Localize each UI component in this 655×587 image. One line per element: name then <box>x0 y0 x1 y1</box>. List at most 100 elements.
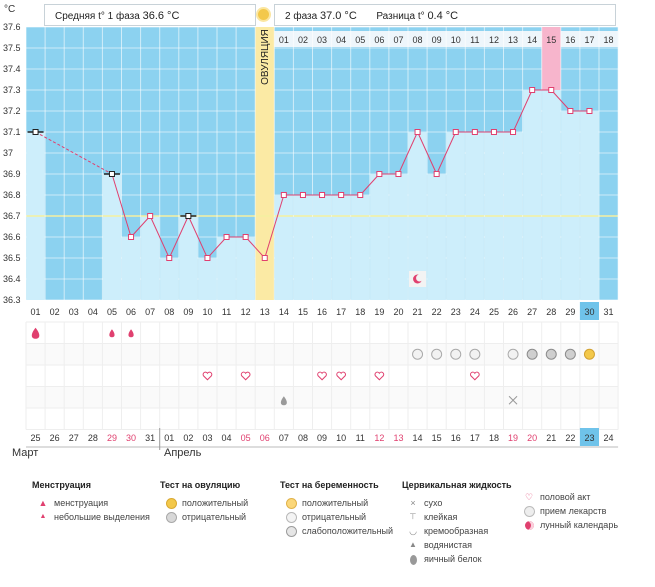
day-number-label: 21 <box>413 307 423 317</box>
temp-point <box>567 108 574 114</box>
cycle-date-label: 05 <box>241 433 251 443</box>
day-number-label: 26 <box>508 307 518 317</box>
phase2-day-label: 17 <box>584 35 594 45</box>
temp-line-segment <box>436 131 457 175</box>
day-number-label: 19 <box>374 307 384 317</box>
temp-line-segment <box>207 236 227 259</box>
phase1-summary: Средняя t° 1 фаза 36.6 °C <box>44 4 256 26</box>
cycle-date-label: 17 <box>470 433 480 443</box>
cycle-date-label: 20 <box>527 433 537 443</box>
cycle-date-label: 02 <box>183 433 193 443</box>
today-date-highlight <box>579 428 599 446</box>
cycle-date-label: 22 <box>565 433 575 443</box>
temp-bar <box>293 195 312 300</box>
day-number-label: 25 <box>489 307 499 317</box>
medication-icon <box>522 504 536 518</box>
y-tick-label: 36.9 <box>3 169 21 179</box>
pregnancy-test-positive-icon <box>284 496 298 510</box>
legend-ov-negative: отрицательный <box>182 512 247 522</box>
temp-bar <box>580 111 599 300</box>
legend-pregnancy-test: Тест на беременность положительный отриц… <box>280 480 393 538</box>
temp-bar <box>389 174 408 300</box>
phase2-day-label: 07 <box>393 35 403 45</box>
day-number-label: 09 <box>183 307 193 317</box>
highlight-day-column <box>541 27 561 90</box>
temp-point <box>319 192 326 198</box>
temp-line-segment <box>149 215 170 259</box>
legend-preg-positive: положительный <box>302 498 369 508</box>
day-number-label: 27 <box>527 307 537 317</box>
temp-line-segment <box>35 131 113 175</box>
y-tick-label: 36.4 <box>3 274 21 284</box>
cervical-creamy-icon <box>469 348 481 360</box>
cycle-date-label: 24 <box>604 433 614 443</box>
temp-point <box>223 234 230 240</box>
y-tick-label: 36.7 <box>3 211 21 221</box>
y-tick-label: 36.6 <box>3 232 21 242</box>
temp-line-segment <box>168 215 189 259</box>
legend-watery: водянистая <box>424 540 473 550</box>
cycle-date-label: 03 <box>202 433 212 443</box>
temp-point <box>414 129 421 135</box>
temp-line-segment <box>111 173 132 238</box>
phase2-day-label: 13 <box>508 35 518 45</box>
cycle-date-label: 08 <box>298 433 308 443</box>
phase2-day-label: 02 <box>298 35 308 45</box>
phase2-summary: 2 фаза 37.0 °C Разница t° 0.4 °C <box>274 4 616 26</box>
month-march: Март <box>12 447 39 459</box>
phase2-value: 37.0 °C <box>319 10 357 22</box>
cycle-date-label: 12 <box>374 433 384 443</box>
temp-point <box>376 171 383 177</box>
cycle-date-label: 06 <box>260 433 270 443</box>
legend-creamy: кремообразная <box>424 526 489 536</box>
cervical-dry-icon <box>508 395 518 405</box>
phase2-day-label: 06 <box>374 35 384 45</box>
temp-bar <box>102 174 121 300</box>
phase2-day-label: 16 <box>565 35 575 45</box>
temp-point <box>548 87 555 93</box>
cycle-date-label: 01 <box>164 433 174 443</box>
ovulation-test-positive-icon <box>164 496 178 510</box>
legend-menstruation: Менструация ▲ менструация ▲ небольшие выде… <box>32 480 150 524</box>
temp-point <box>280 192 287 198</box>
legend-preg-weak: слабоположительный <box>302 526 394 536</box>
temp-point <box>490 129 497 135</box>
ovulation-test-negative-icon <box>164 510 178 524</box>
today-highlight <box>579 302 599 320</box>
temp-point <box>529 87 536 93</box>
intercourse-heart-icon <box>470 371 480 381</box>
temp-bar <box>523 90 542 300</box>
cervical-creamy-icon <box>507 348 519 360</box>
pregnancy-test-weak-icon <box>284 524 298 538</box>
day-number-label: 16 <box>317 307 327 317</box>
legend-ovulation-title: Тест на овуляцию <box>160 480 241 490</box>
ovulation-label: ОВУЛЯЦИЯ <box>260 29 271 85</box>
cycle-date-label: 14 <box>413 433 423 443</box>
day-number-label: 24 <box>470 307 480 317</box>
legend-ovulation-test: Тест на овуляцию положительный отрицател… <box>160 480 248 524</box>
phase2-day-label: 08 <box>413 35 423 45</box>
cycle-date-label: 30 <box>126 433 136 443</box>
legend-cervical: Цервикальная жидкость × сухо ⊤ клейкая ◡ кр… <box>402 480 512 566</box>
intercourse-icon: ♡ <box>524 492 534 502</box>
temp-point-black <box>108 171 115 177</box>
cycle-date-label: 27 <box>69 433 79 443</box>
cycle-date-label: 26 <box>50 433 60 443</box>
temp-bar <box>160 258 179 300</box>
temperature-chart: ОВУЛЯЦИЯ 01 02 03 04 05 06 07 08 09 10 11 12 13 14 15 16… <box>3 4 619 450</box>
temp-point <box>204 255 211 261</box>
creamy-icon: ◡ <box>409 526 417 536</box>
temp-line-segment <box>264 194 285 259</box>
day-number-label: 18 <box>355 307 365 317</box>
pregnancy-test-negative-icon <box>284 510 298 524</box>
temp-line-segment <box>359 173 380 196</box>
cycle-date-label: 16 <box>451 433 461 443</box>
day-number-label: 29 <box>565 307 575 317</box>
cycle-date-label: 25 <box>31 433 41 443</box>
temp-point <box>433 171 440 177</box>
day-number-label: 30 <box>584 307 594 317</box>
legend-other: ♡ половой акт прием лекарств лунный кален… <box>518 490 618 532</box>
temp-bar <box>141 216 160 300</box>
day-number-label: 15 <box>298 307 308 317</box>
phase2-label: 2 фаза <box>285 11 318 22</box>
